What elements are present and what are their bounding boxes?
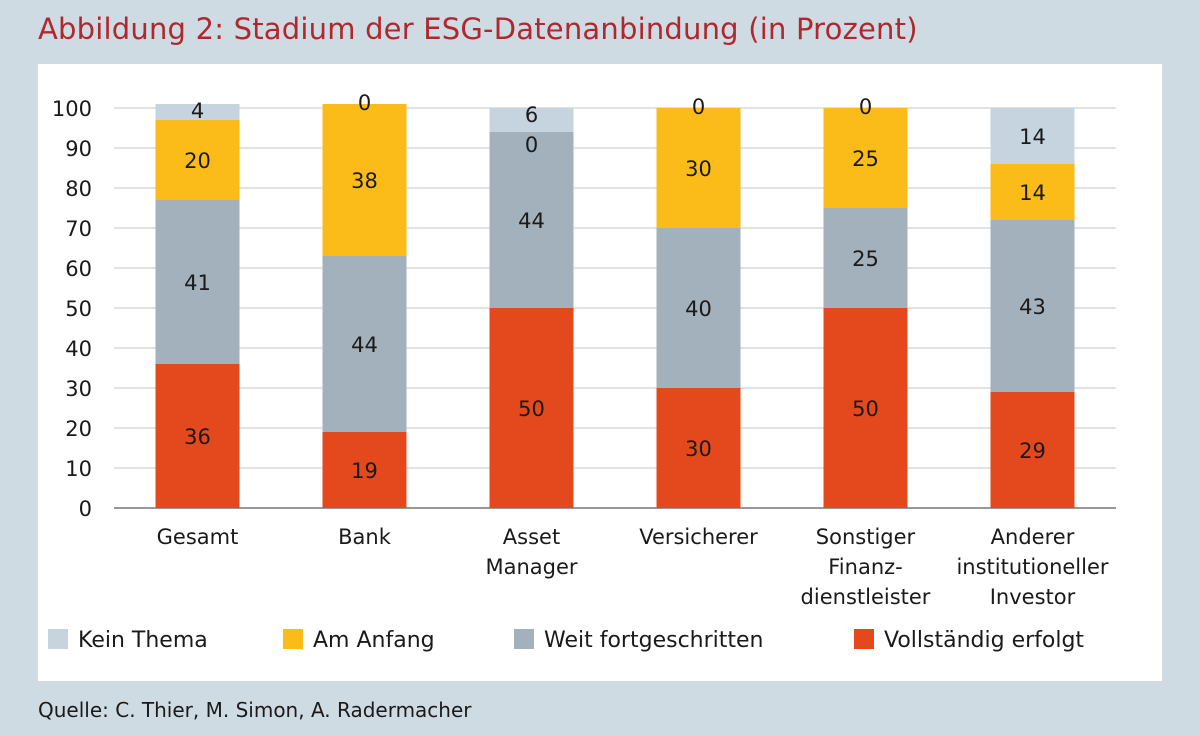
data-label: 41	[184, 271, 211, 295]
legend-swatch	[514, 629, 534, 649]
bar-segment	[155, 120, 240, 200]
data-label: 43	[1019, 295, 1046, 319]
data-label: 0	[358, 91, 371, 115]
legend-swatch	[854, 629, 874, 649]
bar-segment	[656, 108, 741, 228]
legend-label: Kein Thema	[78, 628, 208, 653]
y-tick-label: 90	[65, 137, 92, 161]
data-label: 40	[685, 297, 712, 321]
y-tick-label: 40	[65, 337, 92, 361]
y-tick-label: 60	[65, 257, 92, 281]
bar-segment	[155, 200, 240, 364]
bar-segment	[656, 388, 741, 508]
bar-segment	[322, 256, 407, 432]
y-tick-label: 30	[65, 377, 92, 401]
x-tick-label: Investor	[990, 585, 1076, 609]
y-tick-label: 10	[65, 457, 92, 481]
bar-segment	[322, 432, 407, 508]
x-tick-label: Manager	[485, 555, 577, 579]
legend-label: Am Anfang	[313, 628, 435, 653]
bar-segment	[656, 228, 741, 388]
bar-segment	[322, 104, 407, 256]
data-label: 0	[692, 95, 705, 119]
data-label: 4	[191, 99, 204, 123]
y-tick-label: 80	[65, 177, 92, 201]
bar-segment	[155, 364, 240, 508]
data-label: 25	[852, 247, 879, 271]
legend-label: Weit fortgeschritten	[544, 628, 764, 653]
bar-segment	[823, 208, 908, 308]
data-label: 30	[685, 437, 712, 461]
bar-segment	[489, 132, 574, 308]
bar-segment	[489, 108, 574, 132]
legend-label: Vollständig erfolgt	[884, 628, 1084, 653]
x-tick-label: Versicherer	[639, 525, 758, 549]
x-tick-label: dienstleister	[801, 585, 931, 609]
legend-swatch	[48, 629, 68, 649]
x-tick-label: Bank	[338, 525, 392, 549]
x-tick-label: institutioneller	[956, 555, 1108, 579]
bar-segment	[990, 108, 1075, 164]
bar-segment	[990, 164, 1075, 220]
stacked-bar-chart: 01020304050607080901003641204Gesamt19443…	[48, 91, 1116, 653]
y-tick-label: 100	[52, 97, 92, 121]
data-label: 0	[859, 95, 872, 119]
y-tick-label: 0	[79, 497, 92, 521]
x-tick-label: Finanz-	[828, 555, 902, 579]
data-label: 19	[351, 459, 378, 483]
y-tick-label: 20	[65, 417, 92, 441]
data-label: 44	[518, 209, 545, 233]
bar-segment	[990, 220, 1075, 392]
y-tick-label: 50	[65, 297, 92, 321]
data-label: 20	[184, 149, 211, 173]
bar-segment	[823, 108, 908, 208]
x-tick-label: Gesamt	[157, 525, 239, 549]
data-label: 30	[685, 157, 712, 181]
data-label: 50	[518, 397, 545, 421]
data-label: 36	[184, 425, 211, 449]
x-tick-label: Anderer	[991, 525, 1075, 549]
data-label: 14	[1019, 125, 1046, 149]
source-note: Quelle: C. Thier, M. Simon, A. Radermach…	[38, 698, 472, 722]
y-tick-label: 70	[65, 217, 92, 241]
chart-panel: 0 10 20 30 40 50 60 70 80 90 100 36 41 20 4 Gesamt 19 44 3…	[38, 64, 1162, 681]
data-label: 0	[525, 133, 538, 157]
x-tick-label: Asset	[503, 525, 560, 549]
bar-segment	[990, 392, 1075, 508]
data-label: 44	[351, 333, 378, 357]
data-label: 6	[525, 103, 538, 127]
legend-swatch	[283, 629, 303, 649]
data-label: 25	[852, 147, 879, 171]
data-label: 14	[1019, 181, 1046, 205]
bar-segment	[823, 308, 908, 508]
data-label: 50	[852, 397, 879, 421]
data-label: 29	[1019, 439, 1046, 463]
chart-title: Abbildung 2: Stadium der ESG-Datenanbind…	[38, 12, 918, 46]
data-label: 38	[351, 169, 378, 193]
bar-segment	[155, 104, 240, 120]
x-tick-label: Sonstiger	[816, 525, 916, 549]
bar-segment	[489, 308, 574, 508]
